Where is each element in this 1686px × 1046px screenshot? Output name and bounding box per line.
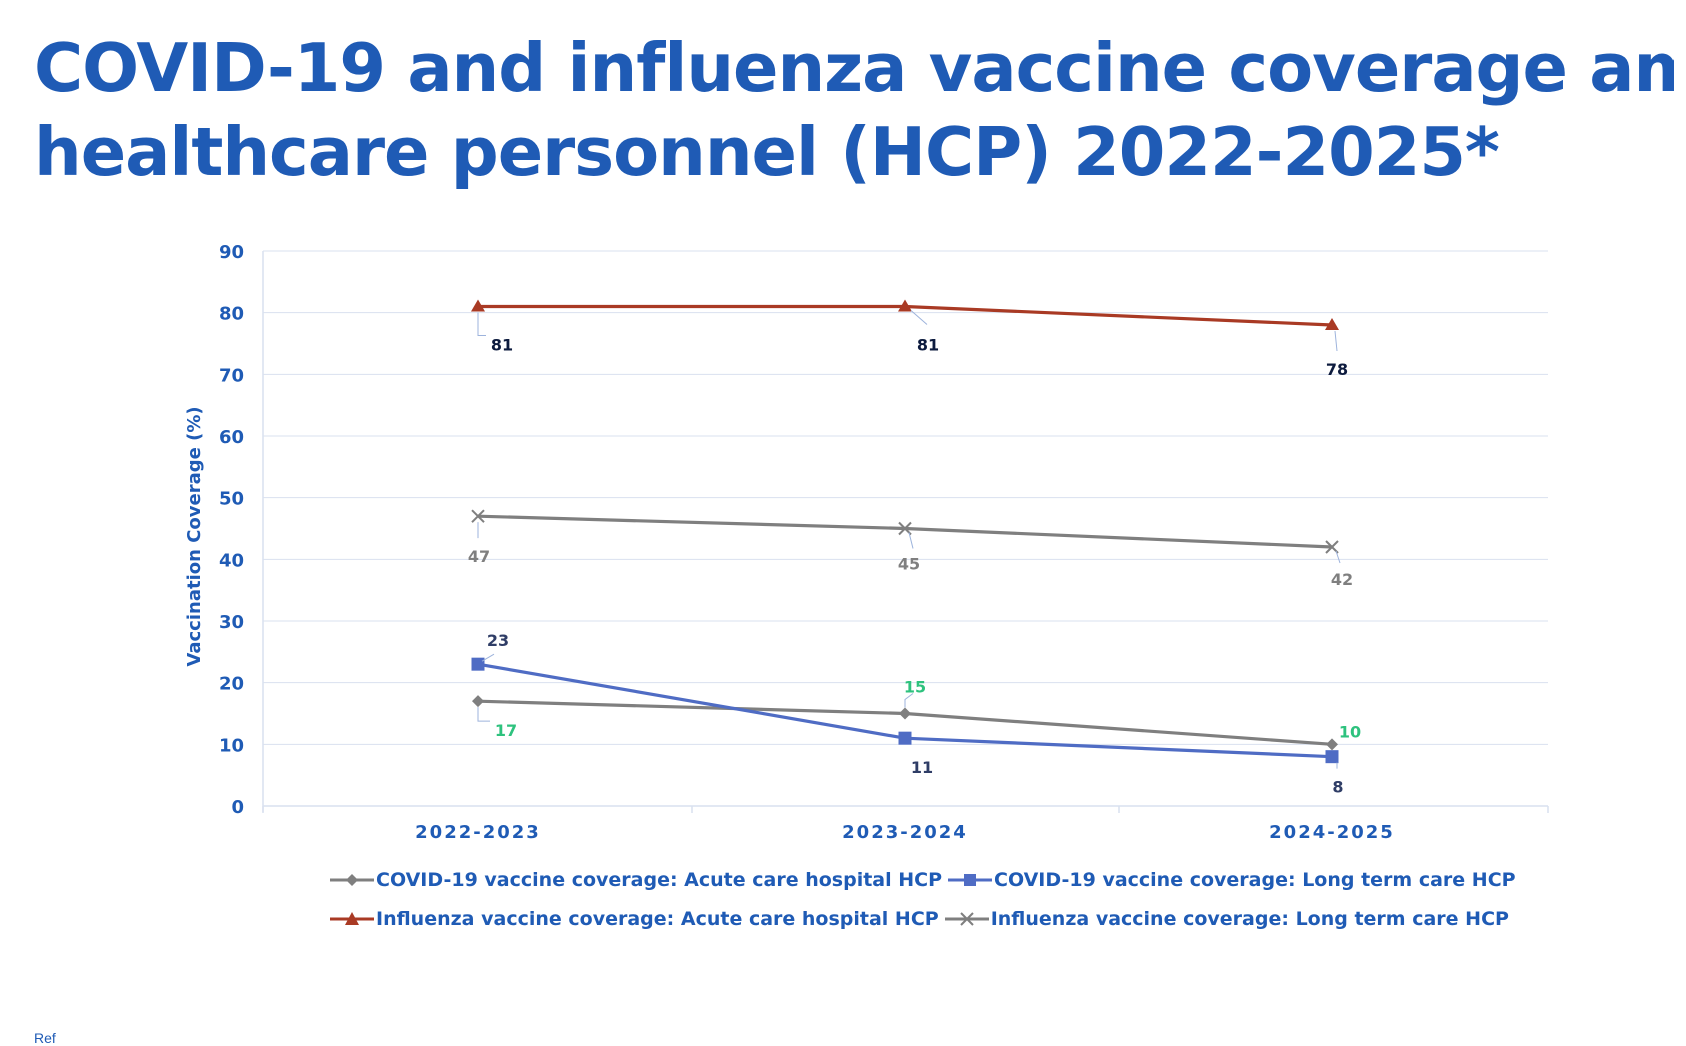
x-category-label: 2022-2023 xyxy=(415,822,541,843)
data-label: 17 xyxy=(495,721,517,740)
data-label: 42 xyxy=(1331,570,1353,589)
x-marker-stroke xyxy=(471,509,485,523)
data-label: 81 xyxy=(491,336,513,355)
legend-item-covid-ltc: COVID-19 vaccine coverage: Long term car… xyxy=(948,869,1516,891)
line-chart: 0 10 20 30 40 50 60 70 80 90 Vaccination Coverage … xyxy=(184,242,1549,843)
triangle-marker xyxy=(471,299,485,312)
data-label: 10 xyxy=(1339,722,1361,741)
data-label-leader xyxy=(477,312,486,336)
diamond-marker xyxy=(472,695,484,708)
legend-label-flu-ltc: Influenza vaccine coverage: Long term ca… xyxy=(990,907,1509,930)
x-category-label: 2024-2025 xyxy=(1269,822,1395,843)
data-label-leader xyxy=(1335,550,1341,564)
diamond-marker xyxy=(1326,738,1338,751)
x-marker-icon xyxy=(944,911,989,926)
y-tick-label: 0 xyxy=(231,797,244,818)
data-label: 45 xyxy=(898,555,920,574)
chart-legend: COVID-19 vaccine coverage: Acute care ho… xyxy=(330,860,1516,938)
legend-label-covid-ltc: COVID-19 vaccine coverage: Long term car… xyxy=(994,868,1516,891)
square-marker xyxy=(1325,750,1339,764)
footnote: Ref xyxy=(34,1030,56,1044)
gridlines xyxy=(263,250,1548,745)
data-label: 81 xyxy=(917,336,939,355)
y-tick-label: 80 xyxy=(219,304,244,325)
square-marker-icon xyxy=(948,873,993,886)
data-label-leader xyxy=(904,693,914,708)
data-label: 15 xyxy=(904,678,926,697)
legend-item-flu-ltc: Influenza vaccine coverage: Long term ca… xyxy=(944,907,1509,930)
y-tick-label: 10 xyxy=(219,735,244,756)
y-tick-label: 40 xyxy=(219,550,244,571)
y-tick-label: 60 xyxy=(219,427,244,448)
data-label: 23 xyxy=(487,631,509,650)
x-marker-stroke xyxy=(1325,540,1339,554)
y-tick-label: 70 xyxy=(219,365,244,386)
data-label: 8 xyxy=(1332,778,1343,797)
legend-label-covid-acute: COVID-19 vaccine coverage: Acute care ho… xyxy=(376,868,943,891)
y-tick-label: 30 xyxy=(219,612,244,633)
triangle-marker xyxy=(1325,318,1339,330)
data-label-leader xyxy=(1334,330,1338,352)
legend-label-flu-acute: Influenza vaccine coverage: Acute care h… xyxy=(376,907,939,930)
page-title: COVID-19 and influenza vaccine coverage … xyxy=(34,26,1674,194)
legend-row-2: Influenza vaccine coverage: Acute care h… xyxy=(330,899,1509,938)
data-label: 47 xyxy=(468,547,490,566)
y-tick-label: 50 xyxy=(219,489,244,510)
y-axis-title: Vaccination Coverage (%) xyxy=(184,406,205,666)
square-marker xyxy=(898,731,912,745)
data-label-leader xyxy=(910,310,928,325)
diamond-marker xyxy=(899,707,911,720)
data-label-leader xyxy=(477,707,490,722)
legend-item-flu-acute: Influenza vaccine coverage: Acute care h… xyxy=(330,908,939,930)
y-tick-label: 90 xyxy=(219,242,244,263)
x-category-label: 2023-2024 xyxy=(842,822,968,843)
legend-item-covid-acute: COVID-19 vaccine coverage: Acute care ho… xyxy=(330,869,942,891)
triangle-marker xyxy=(898,299,912,312)
x-marker-stroke xyxy=(898,521,912,536)
data-label: 78 xyxy=(1326,360,1348,379)
title-line-1: COVID-19 and influenza vaccine coverage … xyxy=(34,29,1674,107)
data-labels: 17 15 10 23 11 8 81 81 78 47 45 42 xyxy=(468,310,1361,797)
axes: 0 10 20 30 40 50 60 70 80 90 Vaccination Coverage … xyxy=(184,242,1549,843)
series-line-3 xyxy=(477,514,1333,549)
title-line-2: healthcare personnel (HCP) 2022-2025* xyxy=(34,113,1500,191)
square-marker xyxy=(471,657,485,671)
legend-row-1: COVID-19 vaccine coverage: Acute care ho… xyxy=(330,860,1516,899)
triangle-marker-icon xyxy=(330,911,374,925)
y-tick-label: 20 xyxy=(219,674,244,695)
data-label-leader xyxy=(908,532,914,549)
data-label-leader xyxy=(481,653,495,662)
diamond-marker-icon xyxy=(330,873,374,886)
data-label: 11 xyxy=(911,758,933,777)
